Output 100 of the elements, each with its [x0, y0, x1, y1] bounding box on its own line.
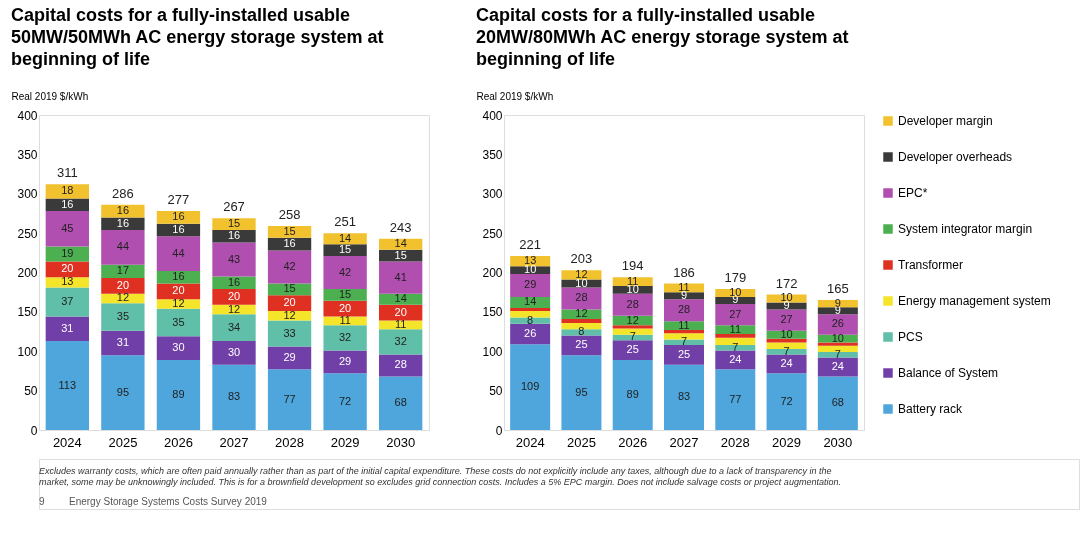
x-tick-label: 2026 [163, 434, 193, 450]
bar [510, 311, 551, 318]
data-label: 11 [729, 322, 741, 335]
bar [664, 299, 704, 322]
data-label: 68 [831, 396, 844, 409]
text: Excludes warranty costs, which are often paid annually rather than as part of the initial capital expenditure. These costs do not explicitly include any taxes, although due to a lack of transparency in the market, some may be unknowingly included. This is for a brownfield development so excludes grid connection costs. Includes a 5% EPC margin. Does not include salvage costs or project augmentation. [39, 466, 841, 487]
bar [766, 338, 807, 343]
data-label: 16 [283, 237, 296, 250]
y-tick-label: 250 [17, 226, 38, 241]
data-label: 44 [116, 240, 130, 253]
bar [212, 276, 256, 290]
bar [45, 261, 89, 278]
bar [817, 342, 858, 346]
data-label: 13 [61, 275, 74, 288]
y-tick-label: 400 [17, 108, 38, 123]
data-label: 95 [116, 385, 130, 398]
bar [323, 244, 367, 256]
data-label: 25 [575, 338, 588, 351]
bar [817, 314, 858, 335]
data-label: 68 [394, 396, 407, 409]
bar [156, 270, 201, 284]
bar [267, 320, 312, 347]
bar [612, 277, 653, 286]
data-label: 19 [61, 246, 74, 259]
legend-label: Energy management system [898, 294, 1051, 308]
data-label: 30 [172, 341, 185, 354]
x-tick-label: 2028 [275, 434, 305, 450]
bar [715, 337, 756, 345]
bar [664, 329, 704, 334]
data-label: 32 [394, 334, 407, 347]
y-tick-label: 300 [17, 187, 38, 202]
bar [323, 373, 367, 430]
data-label: 77 [729, 392, 742, 405]
bar [267, 369, 312, 430]
data-label: 20 [172, 284, 185, 297]
data-label: 12 [575, 307, 588, 320]
data-label: 25 [677, 347, 691, 360]
data-label: 31 [61, 321, 74, 334]
total-label: 267 [223, 199, 245, 215]
data-label: 16 [116, 204, 130, 217]
legend-label: Developer overheads [898, 150, 1013, 164]
x-tick-label: 2030 [386, 434, 416, 450]
data-label: 15 [227, 217, 241, 230]
chart-title: Capital costs for a fully-installed usable 50MW/50MWh AC energy storage system at beginning of life [11, 5, 384, 69]
bar [612, 293, 653, 316]
legend-label: Balance of System [898, 366, 999, 380]
bar [379, 329, 423, 355]
data-label: 20 [338, 301, 352, 314]
data-label: 28 [626, 297, 639, 310]
data-label: 16 [227, 275, 241, 288]
y-tick-label: 50 [24, 384, 38, 399]
data-label: 8 [578, 325, 585, 338]
data-label: 12 [116, 291, 130, 304]
data-label: 77 [283, 392, 296, 405]
bar [379, 304, 423, 321]
data-label: 17 [116, 264, 130, 277]
y-tick-label: 100 [482, 344, 503, 359]
data-label: 15 [338, 287, 352, 300]
data-label: 34 [227, 320, 241, 333]
y-tick-label: 150 [482, 305, 503, 320]
bar [323, 233, 367, 245]
bar [715, 350, 756, 370]
bar [766, 354, 807, 374]
data-label: 25 [626, 343, 639, 356]
data-label: 11 [394, 317, 407, 330]
y-tick-label: 0 [495, 423, 503, 438]
data-label: 12 [227, 302, 241, 315]
y-tick-label: 350 [17, 147, 38, 162]
data-label: 42 [338, 265, 352, 278]
bar [212, 242, 256, 277]
y-tick-label: 200 [482, 266, 503, 280]
data-label: 89 [172, 387, 185, 400]
bar [664, 364, 704, 430]
data-label: 16 [61, 197, 74, 210]
data-label: 14 [394, 292, 407, 305]
bar [715, 304, 756, 326]
bar [323, 300, 367, 317]
data-label: 16 [172, 270, 185, 283]
data-label: 16 [227, 229, 241, 242]
data-label: 12 [283, 308, 296, 321]
bar [766, 373, 807, 430]
total-label: 311 [56, 165, 78, 181]
data-label: 7 [732, 340, 739, 353]
data-label: 11 [678, 318, 690, 331]
bar [323, 289, 367, 301]
data-label: 37 [61, 295, 74, 308]
bar [212, 364, 256, 430]
bar [212, 289, 256, 305]
bar [212, 229, 256, 243]
data-label: 10 [831, 331, 844, 344]
data-label: 15 [283, 224, 296, 237]
bar [561, 287, 602, 310]
data-label: 20 [116, 278, 130, 291]
data-label: 95 [575, 385, 588, 398]
bar [156, 236, 201, 271]
legend-label: Developer margin [898, 114, 993, 128]
x-tick-label: 2029 [330, 434, 360, 450]
x-tick-label: 2025 [108, 434, 138, 450]
total-label: 165 [826, 281, 849, 297]
y-tick-label: 200 [17, 266, 38, 280]
